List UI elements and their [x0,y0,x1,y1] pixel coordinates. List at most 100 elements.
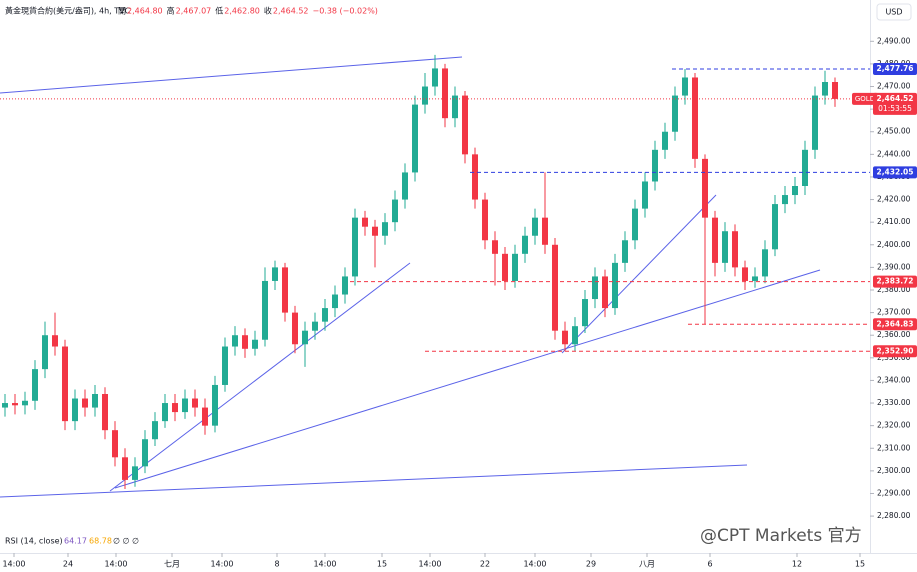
level-label: 2,364.83 [876,319,913,328]
countdown: 01:53:55 [878,104,912,113]
candle-body [692,77,698,159]
level-box [873,62,917,75]
candle-body [32,369,38,401]
ohlc-label: 開 [118,7,126,16]
current-tag-box [852,92,878,105]
candle-body [822,82,828,96]
candle-body [252,339,258,349]
x-tick-label: 24 [63,560,73,569]
candle-body [372,226,378,236]
candle-body [192,398,198,408]
candle-body [832,82,838,99]
candle-body [2,403,8,408]
candle-body [492,240,498,254]
candle-body [402,172,408,200]
candle-body [652,149,658,182]
x-tick-label: 12 [792,560,802,569]
y-tick-label: 2,370.00 [877,308,911,317]
y-tick-label: 2,320.00 [877,421,911,430]
trend-line [114,269,821,489]
level-label: 2,352.90 [876,346,913,355]
candle-body [452,95,458,119]
change: −0.38 (−0.02%) [313,7,378,16]
header-symbol: 黃金現貨合約(美元/盎司), 4h, TVC [5,6,131,16]
currency-box[interactable] [876,3,912,21]
y-tick-label: 2,390.00 [877,262,911,271]
candle-body [802,149,808,186]
candle-body [172,403,178,413]
candle-body [182,398,188,413]
candle-body [282,267,288,313]
ohlc-value: 2,462.80 [224,7,260,16]
x-tick-label: 14:00 [313,560,336,569]
level-label: 2,383.72 [876,277,913,286]
candle-body [292,312,298,345]
x-tick-label: 29 [586,560,596,569]
level-label: 2,432.05 [876,167,913,176]
candle-body [512,253,518,281]
ohlc-value: 2,464.80 [127,7,163,16]
candle-body [102,394,108,431]
trend-line [561,194,717,354]
ohlc-value: 2,467.07 [176,7,212,16]
watermark: @CPT Markets 官方 [700,526,862,546]
candle-body [432,68,438,87]
candle-body [232,335,238,347]
x-tick-label: 八月 [639,560,655,569]
candle-body [552,244,558,331]
candle-body [12,403,18,406]
candle-body [342,276,348,295]
candle-body [782,195,788,205]
x-tick-label: 14:00 [523,560,546,569]
candle-body [112,430,118,458]
candle-body [562,330,568,345]
candle-body [542,217,548,245]
current-price: 2,464.52 [876,94,913,103]
ohlc-label: 收 [264,6,272,16]
y-tick-label: 2,490.00 [877,36,911,45]
candle-body [502,253,508,281]
candle-body [132,466,138,480]
candle-body [472,154,478,200]
candle-body [622,240,628,263]
rsi-average: 68.78 [89,537,112,546]
current-tag: GOLD [855,95,875,103]
candle-body [702,158,708,218]
x-tick-label: 15 [855,560,865,569]
x-tick-label: 15 [377,560,387,569]
x-tick-label: 14:00 [104,560,127,569]
x-tick-label: 8 [274,560,279,569]
candle-body [242,335,248,349]
candle-body [72,398,78,422]
candle-body [52,335,58,347]
x-tick-label: 14:00 [210,560,233,569]
y-tick-label: 2,330.00 [877,398,911,407]
candle-body [572,326,578,345]
candle-body [382,222,388,236]
y-tick-label: 2,290.00 [877,488,911,497]
x-tick-label: 14:00 [2,560,25,569]
current-price-box [873,92,917,115]
y-tick-label: 2,360.00 [877,330,911,339]
ohlc-label: 低 [215,6,223,16]
candle-body [122,457,128,480]
trend-line [0,464,748,498]
y-tick-label: 2,420.00 [877,195,911,204]
rsi-label: RSI (14, close) [5,537,63,546]
candle-body [762,249,768,277]
candle-body [62,346,68,422]
level-box [873,345,917,358]
candle-body [92,394,98,408]
rsi-value: 64.17 [64,537,87,546]
level-label: 2,477.76 [876,64,913,73]
candle-body [682,77,688,96]
candle-body [732,231,738,268]
header-ohlc: 開 2,464.80 高 2,467.07 低 2,462.80 收 2,464.52 −0.3… [118,6,378,16]
candle-body [352,217,358,277]
y-tick-label: 2,440.00 [877,149,911,158]
y-tick-label: 2,400.00 [877,240,911,249]
y-tick-label: 2,470.00 [877,82,911,91]
candle-body [262,280,268,340]
